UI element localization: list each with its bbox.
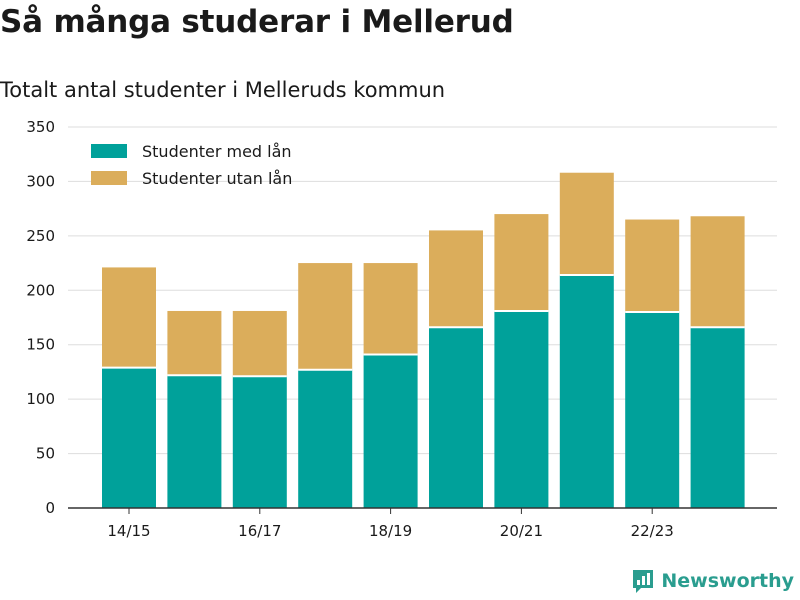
x-tick-label-4: 18/19	[369, 522, 412, 540]
bar-without-loan-23-24	[690, 216, 745, 328]
legend-label-0: Studenter med lån	[142, 142, 292, 161]
bar-without-loan-16-17	[232, 310, 287, 377]
bar-without-loan-21-22	[559, 172, 614, 276]
bar-with-loan-22-23	[625, 312, 680, 508]
bar-with-loan-23-24	[690, 327, 745, 508]
newsworthy-logo-icon	[633, 570, 654, 593]
legend: Studenter med lån Studenter utan lån	[91, 142, 292, 188]
brand-name: Newsworthy	[661, 570, 794, 592]
bar-without-loan-14-15	[102, 267, 156, 368]
brand-logo: Newsworthy	[631, 568, 794, 594]
bar-with-loan-14-15	[102, 367, 156, 508]
bar-with-loan-21-22	[559, 275, 614, 508]
y-tick-label-150: 150	[26, 336, 55, 354]
bar-with-loan-15-16	[167, 375, 222, 508]
bar-without-loan-18-19	[363, 263, 418, 355]
bar-without-loan-19-20	[429, 230, 483, 328]
chart-title: Så många studerar i Mellerud	[0, 4, 514, 40]
bars	[102, 172, 745, 508]
y-tick-label-50: 50	[36, 445, 55, 463]
legend-swatch-1	[91, 171, 127, 185]
y-tick-label-250: 250	[26, 227, 55, 245]
bar-with-loan-18-19	[363, 354, 418, 508]
y-tick-label-0: 0	[45, 499, 55, 517]
bar-with-loan-16-17	[232, 376, 287, 508]
y-tick-label-100: 100	[26, 390, 55, 408]
bar-with-loan-20-21	[494, 310, 549, 508]
y-tick-label-350: 350	[26, 118, 55, 136]
bar-without-loan-22-23	[625, 219, 680, 313]
x-tick-label-2: 16/17	[238, 522, 281, 540]
bar-with-loan-17-18	[298, 369, 353, 508]
bar-without-loan-17-18	[298, 263, 353, 370]
x-axis: 14/15 16/17 18/19 20/21 22/23	[68, 507, 777, 540]
legend-swatch-0	[91, 144, 127, 158]
x-tick-label-6: 20/21	[500, 522, 543, 540]
chart-subtitle: Totalt antal studenter i Melleruds kommu…	[0, 78, 446, 102]
bar-without-loan-20-21	[494, 214, 549, 311]
bar-without-loan-15-16	[167, 310, 222, 376]
y-tick-label-300: 300	[26, 172, 55, 190]
x-tick-label-0: 14/15	[107, 522, 150, 540]
x-tick-label-8: 22/23	[631, 522, 674, 540]
y-tick-label-200: 200	[26, 281, 55, 299]
legend-label-1: Studenter utan lån	[142, 169, 292, 188]
bar-with-loan-19-20	[429, 327, 483, 508]
y-axis-ticks: 0 50 100 150 200 250 300 350	[26, 118, 55, 517]
